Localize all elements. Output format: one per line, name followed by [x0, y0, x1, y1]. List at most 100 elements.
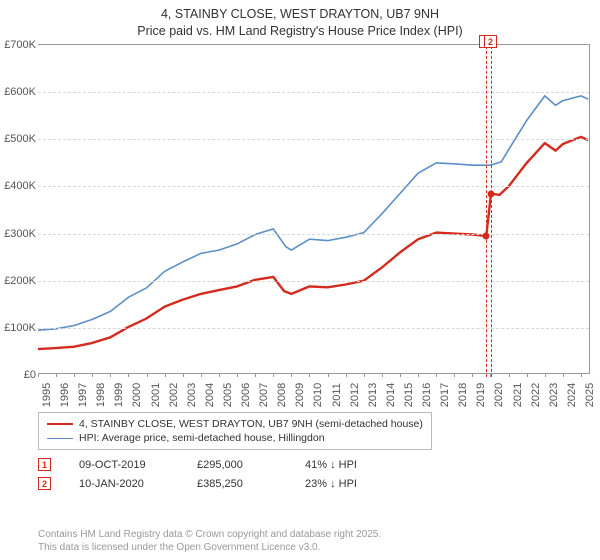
sale-price: £385,250: [197, 478, 277, 490]
sale-date: 10-JAN-2020: [79, 478, 169, 490]
legend-swatch: [47, 423, 73, 425]
series-price_paid: [38, 137, 588, 349]
sale-row: 1 09-OCT-2019 £295,000 41% ↓ HPI: [38, 458, 395, 471]
x-axis-label: 1997: [77, 383, 89, 407]
sale-badge: 2: [38, 477, 51, 490]
x-axis-label: 2018: [457, 383, 469, 407]
sale-marker-line: [486, 41, 487, 377]
x-axis-label: 2020: [493, 383, 505, 407]
sale-date: 09-OCT-2019: [79, 459, 169, 471]
legend-item: 4, STAINBY CLOSE, WEST DRAYTON, UB7 9NH …: [47, 417, 423, 431]
x-tick: [346, 373, 347, 377]
y-axis-label: £0: [0, 369, 36, 381]
x-tick: [545, 373, 546, 377]
x-axis-label: 2024: [566, 383, 578, 407]
x-tick: [328, 373, 329, 377]
title-line-1: 4, STAINBY CLOSE, WEST DRAYTON, UB7 9NH: [0, 6, 600, 23]
series-hpi: [38, 96, 588, 330]
y-axis-label: £300K: [0, 228, 36, 240]
x-axis-label: 2023: [548, 383, 560, 407]
x-axis-label: 2003: [186, 383, 198, 407]
x-tick: [110, 373, 111, 377]
gridline: [38, 234, 589, 235]
y-axis-label: £200K: [0, 275, 36, 287]
sale-marker-dot: [483, 232, 490, 239]
x-tick: [128, 373, 129, 377]
x-axis-label: 1999: [113, 383, 125, 407]
sale-marker-line: [491, 41, 492, 377]
x-tick: [38, 373, 39, 377]
x-axis-label: 2016: [421, 383, 433, 407]
title-line-2: Price paid vs. HM Land Registry's House …: [0, 23, 600, 40]
x-tick: [147, 373, 148, 377]
x-axis-label: 2001: [150, 383, 162, 407]
x-tick: [400, 373, 401, 377]
legend-item: HPI: Average price, semi-detached house,…: [47, 431, 423, 445]
gridline: [38, 281, 589, 282]
legend: 4, STAINBY CLOSE, WEST DRAYTON, UB7 9NH …: [38, 412, 432, 450]
x-axis-label: 2000: [131, 383, 143, 407]
x-axis-label: 2010: [312, 383, 324, 407]
x-tick: [273, 373, 274, 377]
x-axis-label: 2021: [512, 383, 524, 407]
y-axis-label: £100K: [0, 322, 36, 334]
footnote-line-2: This data is licensed under the Open Gov…: [38, 542, 381, 555]
x-tick: [219, 373, 220, 377]
sale-row: 210-JAN-2020£385,25023% ↓ HPI: [38, 477, 395, 490]
series-svg: [38, 45, 589, 373]
x-tick: [364, 373, 365, 377]
footnote: Contains HM Land Registry data © Crown c…: [38, 529, 381, 554]
y-axis-label: £700K: [0, 39, 36, 51]
x-tick: [237, 373, 238, 377]
x-axis-label: 2019: [475, 383, 487, 407]
x-tick: [183, 373, 184, 377]
gridline: [38, 186, 589, 187]
x-axis-label: 2011: [331, 383, 343, 407]
x-tick: [563, 373, 564, 377]
x-tick: [382, 373, 383, 377]
legend-swatch: [47, 438, 73, 439]
sale-delta: 41% ↓ HPI: [305, 459, 395, 471]
x-tick: [527, 373, 528, 377]
sale-marker-badge: 2: [484, 35, 497, 48]
gridline: [38, 328, 589, 329]
legend-label: 4, STAINBY CLOSE, WEST DRAYTON, UB7 9NH …: [79, 418, 423, 430]
x-tick: [56, 373, 57, 377]
x-axis-label: 2005: [222, 383, 234, 407]
x-tick: [472, 373, 473, 377]
gridline: [38, 139, 589, 140]
x-axis-label: 2006: [240, 383, 252, 407]
sales-table: 1 09-OCT-2019 £295,000 41% ↓ HPI 2 10-JAN-202…: [38, 458, 395, 496]
x-tick: [418, 373, 419, 377]
sale-price: £295,000: [197, 459, 277, 471]
x-axis-label: 2008: [276, 383, 288, 407]
x-tick: [255, 373, 256, 377]
x-axis-label: 2014: [385, 383, 397, 407]
y-axis-label: £500K: [0, 133, 36, 145]
x-tick: [74, 373, 75, 377]
y-axis-label: £400K: [0, 180, 36, 192]
x-tick: [291, 373, 292, 377]
x-axis-label: 1996: [59, 383, 71, 407]
x-tick: [436, 373, 437, 377]
x-tick: [454, 373, 455, 377]
plot-area: £0£100K£200K£300K£400K£500K£600K£700K199…: [38, 44, 590, 374]
x-axis-label: 1998: [95, 383, 107, 407]
x-axis-label: 2009: [294, 383, 306, 407]
x-axis-label: 2017: [439, 383, 451, 407]
x-tick: [201, 373, 202, 377]
gridline: [38, 92, 589, 93]
footnote-line-1: Contains HM Land Registry data © Crown c…: [38, 529, 381, 542]
x-axis-label: 1995: [41, 383, 53, 407]
legend-label: HPI: Average price, semi-detached house,…: [79, 432, 325, 444]
x-tick: [581, 373, 582, 377]
x-axis-label: 2004: [204, 383, 216, 407]
sale-badge: 1: [38, 458, 51, 471]
y-axis-label: £600K: [0, 86, 36, 98]
x-axis-label: 2025: [584, 383, 596, 407]
x-axis-label: 2022: [530, 383, 542, 407]
x-axis-label: 2013: [367, 383, 379, 407]
title-block: 4, STAINBY CLOSE, WEST DRAYTON, UB7 9NH …: [0, 0, 600, 40]
x-tick: [509, 373, 510, 377]
x-tick: [92, 373, 93, 377]
